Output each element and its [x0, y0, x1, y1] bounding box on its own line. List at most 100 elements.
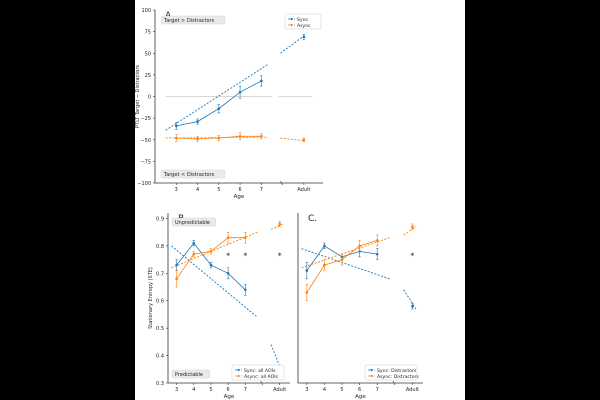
- annotation-box: [171, 217, 216, 227]
- y-tick-label: 0: [148, 95, 151, 101]
- trend-line-children: [171, 231, 258, 269]
- y-tick-label: 0.7: [156, 271, 164, 277]
- legend-label: Async: Distractors: [377, 374, 419, 380]
- data-point: [238, 90, 242, 94]
- series-line: [176, 237, 246, 280]
- legend-marker: [370, 374, 373, 378]
- trend-line-children: [165, 136, 268, 139]
- significance-marker: *: [410, 252, 414, 261]
- series-sync-distractors: [301, 242, 417, 310]
- x-tick-label: 6: [238, 187, 241, 193]
- legend-label: Sync: Distractors: [377, 368, 417, 374]
- series-line: [176, 80, 262, 127]
- y-tick-label: −50: [140, 138, 151, 144]
- data-point: [226, 272, 230, 275]
- legend-box: [364, 364, 418, 381]
- panel-c: C. 3 4 5 6 7 Adult Age * Sync: DistractorsAsync: …: [297, 213, 423, 400]
- axis-break-mark: [260, 380, 263, 386]
- data-point: [238, 134, 242, 138]
- legend-marker: [237, 374, 240, 378]
- data-point: [260, 79, 263, 83]
- x-tick-label: Adult: [297, 187, 310, 193]
- trend-line-adults: [270, 223, 284, 230]
- significance-marker: *: [278, 252, 282, 261]
- x-tick-label: 3: [175, 187, 178, 193]
- x-tick-label: Adult: [406, 387, 419, 393]
- x-axis-label: Age: [234, 194, 245, 200]
- x-tick-label: 5: [217, 187, 220, 193]
- y-tick-label: 0.6: [156, 299, 164, 305]
- data-point: [226, 236, 230, 239]
- legend-marker: [370, 368, 373, 372]
- axis-break-mark: [392, 380, 396, 386]
- panel-b: B.0.90.80.70.60.50.40.334567AdultAgeStat…: [148, 213, 290, 400]
- data-point: [340, 258, 344, 261]
- annotation-text: Unpredictable: [175, 220, 210, 226]
- data-point: [192, 252, 196, 256]
- data-point: [217, 136, 221, 140]
- y-tick-label: 0.9: [156, 216, 164, 222]
- x-tick-label: 3: [305, 387, 308, 393]
- x-axis-label: Age: [224, 394, 235, 400]
- annotation-box: [171, 369, 211, 379]
- trend-line-children: [171, 245, 258, 318]
- significance-marker: *: [243, 252, 247, 261]
- legend-box: [231, 364, 285, 381]
- trend-line-adults: [403, 226, 417, 236]
- legend-marker: [290, 23, 293, 27]
- x-tick-label: 4: [192, 387, 195, 393]
- data-point: [196, 137, 199, 141]
- data-point: [174, 136, 178, 140]
- legend-label: Async: all AOIs: [244, 374, 279, 380]
- x-tick-label: 5: [209, 387, 212, 393]
- data-point: [375, 239, 379, 242]
- data-point: [209, 263, 213, 267]
- trend-line-children: [165, 64, 268, 131]
- legend-label: Sync: all AOIs: [244, 368, 276, 374]
- y-tick-label: −25: [140, 116, 151, 122]
- data-point: [375, 252, 379, 256]
- panel-a: A.1007550250−25−50−75−10034567AdultAgePT…: [135, 8, 323, 200]
- data-point: [175, 277, 178, 281]
- x-tick-label: 5: [340, 387, 343, 393]
- panel-label: C.: [308, 214, 317, 224]
- x-tick-label: 6: [358, 387, 361, 393]
- x-tick-label: 7: [376, 387, 379, 393]
- data-point: [260, 134, 263, 138]
- data-point: [192, 241, 196, 245]
- data-point: [217, 107, 221, 110]
- x-tick-label: 4: [323, 387, 326, 393]
- series-sync: [165, 33, 306, 131]
- data-point: [411, 304, 414, 308]
- legend-label: Sync: [297, 17, 309, 23]
- annotation-text: Target > Distractors: [163, 18, 215, 24]
- trend-line-adults: [280, 35, 305, 54]
- trend-line-adults: [270, 344, 284, 375]
- y-tick-label: 75: [145, 30, 151, 36]
- significance-marker: *: [226, 252, 230, 261]
- series-async: [165, 132, 306, 142]
- data-point: [278, 222, 281, 226]
- annotation-text: Target < Distractors: [163, 172, 215, 178]
- y-tick-label: 100: [141, 8, 151, 14]
- y-axis-label: PTLT Target − Distractors: [135, 65, 141, 128]
- series-async-all-aois: [171, 220, 284, 288]
- y-tick-label: 50: [145, 51, 151, 57]
- y-tick-label: 0.4: [156, 354, 164, 360]
- x-tick-label: 7: [260, 187, 263, 193]
- trend-line-adults: [280, 137, 304, 142]
- y-tick-label: −75: [140, 159, 151, 165]
- data-point: [323, 244, 326, 248]
- y-tick-label: 0.8: [156, 244, 164, 250]
- trend-line-children: [301, 237, 390, 269]
- annotation-box: [160, 15, 226, 25]
- y-tick-label: −100: [137, 181, 151, 187]
- annotation-text: Predictable: [175, 372, 203, 378]
- data-point: [358, 244, 361, 248]
- x-tick-label: 4: [196, 187, 199, 193]
- figure-page: A.1007550250−25−50−75−10034567AdultAgePT…: [135, 0, 465, 400]
- figure-canvas: A.1007550250−25−50−75−10034567AdultAgePT…: [135, 8, 423, 400]
- data-point: [411, 225, 414, 229]
